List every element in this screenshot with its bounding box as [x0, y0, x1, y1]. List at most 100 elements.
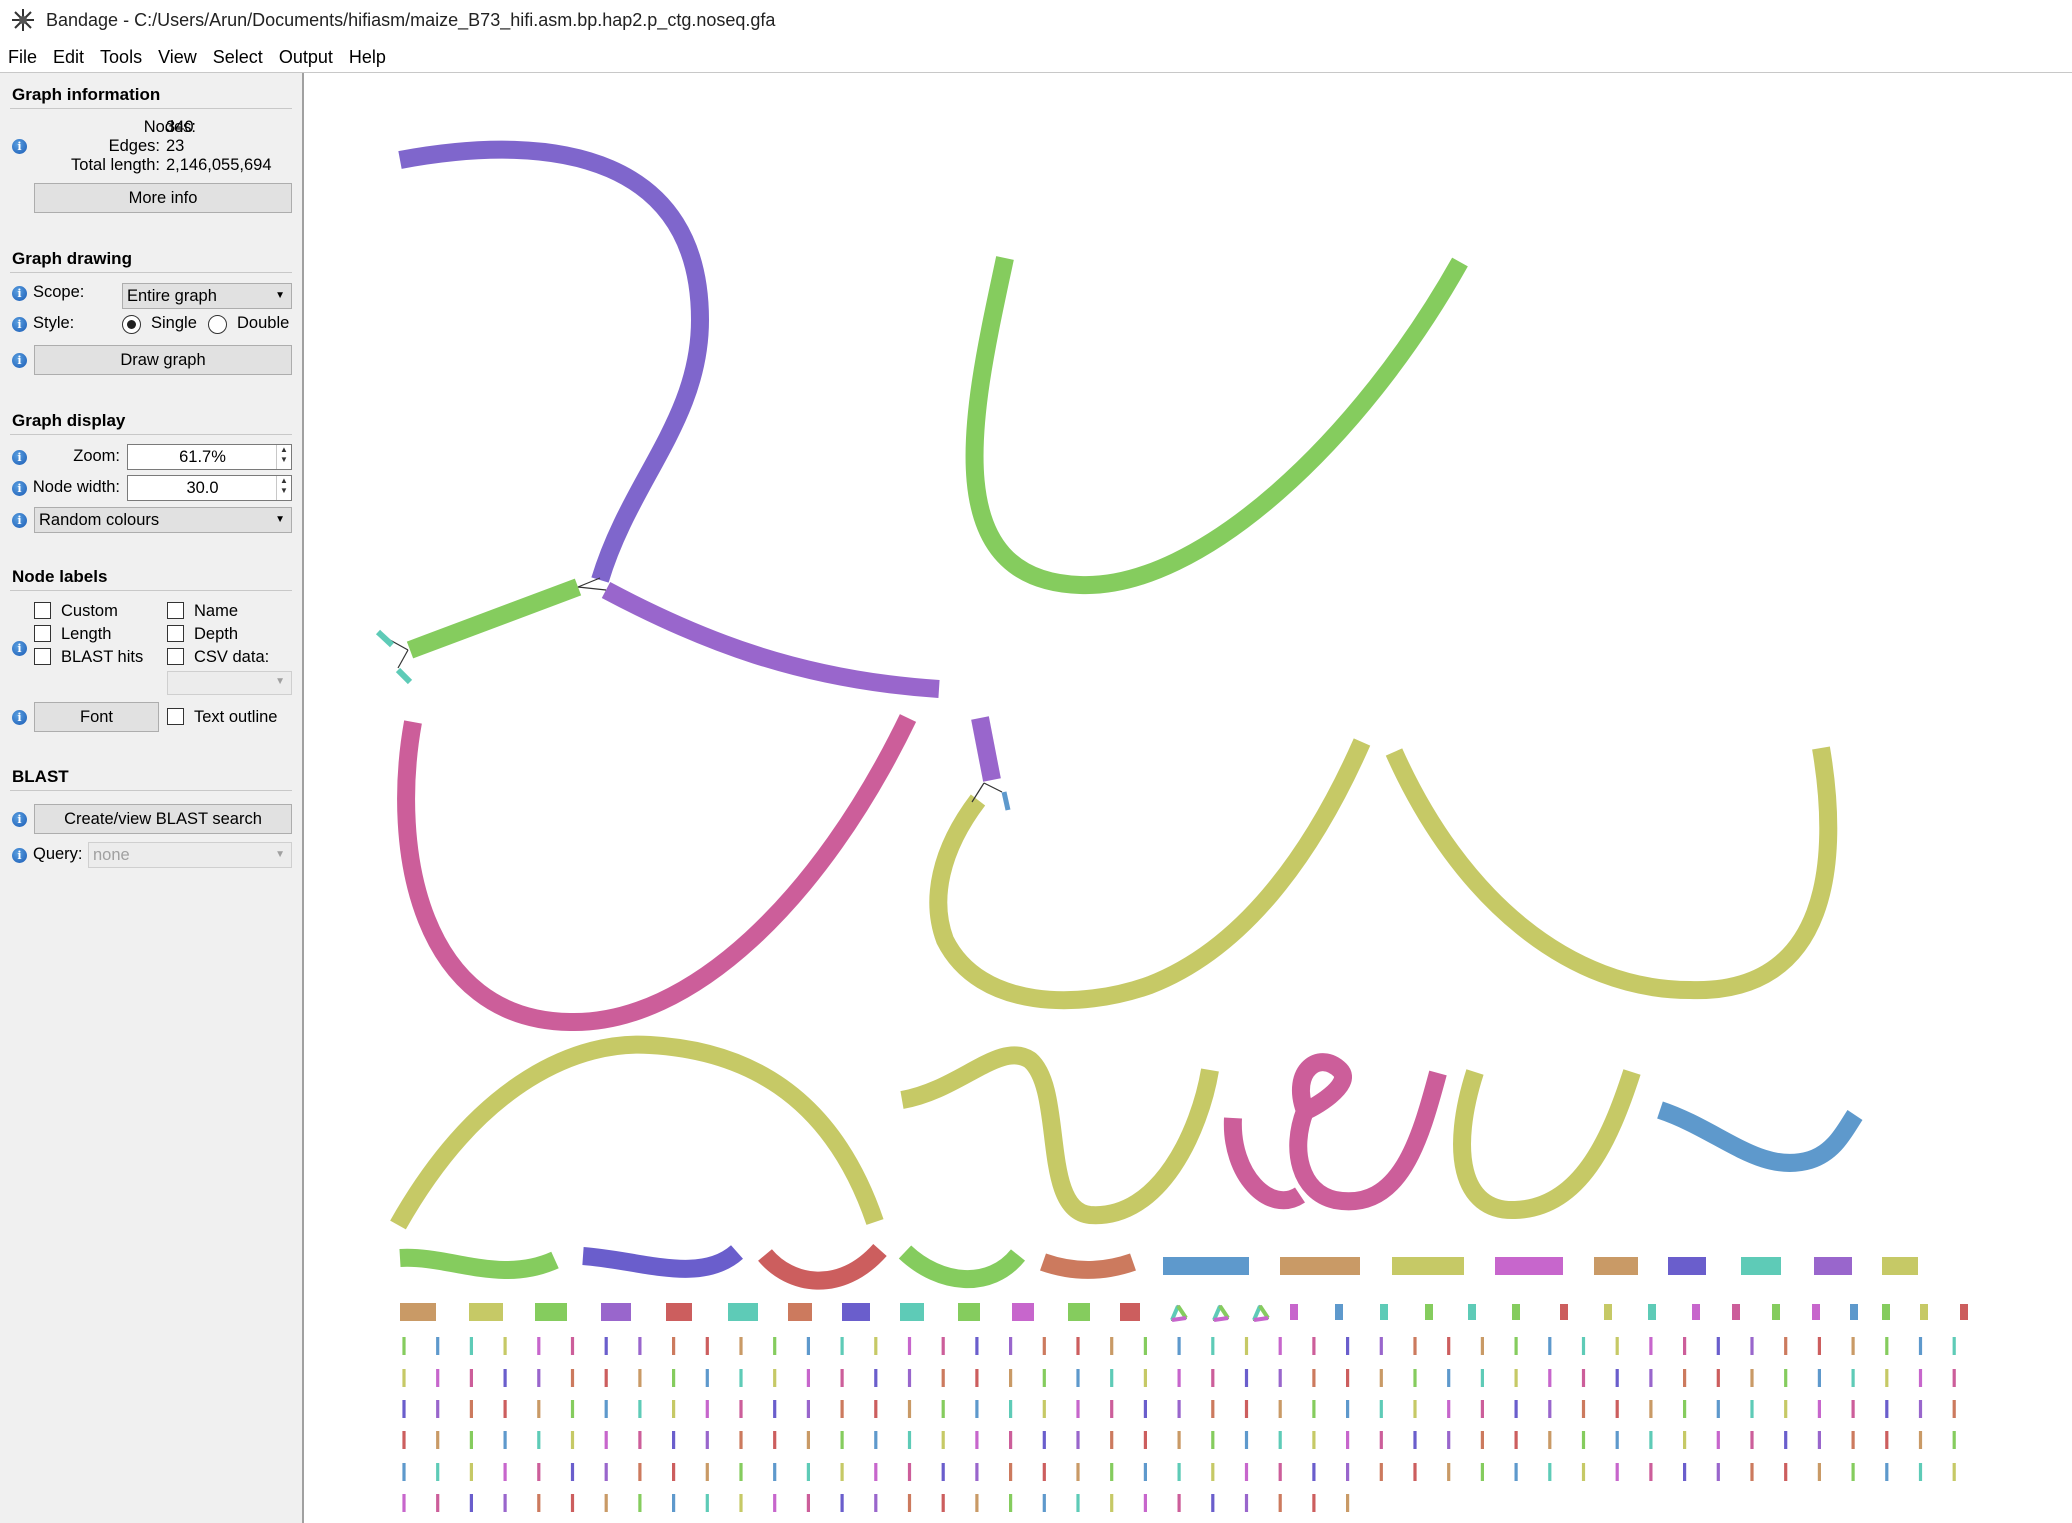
- nodes-value: 340: [166, 118, 194, 136]
- graph-node[interactable]: [1385, 746, 1838, 1000]
- query-value: none: [93, 846, 130, 864]
- style-double-label: Double: [237, 314, 290, 332]
- graph-node[interactable]: [399, 1248, 559, 1280]
- window-title: Bandage - C:/Users/Arun/Documents/hifias…: [46, 9, 776, 30]
- graph-node[interactable]: [375, 629, 395, 648]
- font-button[interactable]: Font: [34, 702, 159, 732]
- node-width-spinbox[interactable]: 30.0 ▲ ▼: [127, 475, 292, 501]
- info-icon[interactable]: i: [12, 848, 27, 863]
- graph-node[interactable]: [1040, 1253, 1136, 1279]
- text-outline-checkbox[interactable]: [167, 708, 184, 725]
- graph-node[interactable]: [1252, 1305, 1262, 1321]
- blast-hits-checkbox[interactable]: [34, 648, 51, 665]
- nodes-label: Nodes:: [143, 118, 196, 136]
- info-icon[interactable]: i: [12, 641, 27, 656]
- depth-checkbox[interactable]: [167, 625, 184, 642]
- csv-data-select[interactable]: ▼: [167, 671, 292, 695]
- graph-edge: [577, 577, 601, 588]
- info-icon[interactable]: i: [12, 812, 27, 827]
- length-label: Length: [61, 625, 112, 643]
- graph-node[interactable]: [1213, 1316, 1229, 1322]
- blast-hits-label: BLAST hits: [61, 648, 144, 666]
- colour-scheme-value: Random colours: [39, 511, 160, 529]
- graph-node[interactable]: [406, 578, 582, 659]
- graph-node[interactable]: [898, 1245, 1026, 1288]
- section-title-node-labels: Node labels: [12, 567, 108, 586]
- spin-arrows-icon[interactable]: ▲ ▼: [276, 476, 291, 500]
- graph-node[interactable]: [971, 716, 1001, 782]
- graph-edge: [983, 782, 1003, 793]
- section-title-graph-information: Graph information: [12, 85, 161, 104]
- more-info-button[interactable]: More info: [34, 183, 292, 213]
- graph-node[interactable]: [965, 256, 1468, 595]
- scope-select[interactable]: Entire graph ▼: [122, 283, 292, 309]
- info-icon[interactable]: i: [12, 450, 27, 465]
- graph-node[interactable]: [1253, 1316, 1269, 1322]
- custom-checkbox[interactable]: [34, 602, 51, 619]
- info-icon[interactable]: i: [12, 710, 27, 725]
- spin-arrows-icon[interactable]: ▲ ▼: [276, 445, 291, 469]
- graph-node[interactable]: [1453, 1069, 1641, 1220]
- total-length-label: Total length:: [71, 156, 160, 174]
- chevron-down-icon: ▼: [275, 514, 285, 525]
- graph-node[interactable]: [1001, 791, 1011, 811]
- menu-edit[interactable]: Edit: [53, 47, 85, 67]
- graph-node[interactable]: [758, 1243, 887, 1290]
- graph-node[interactable]: [1258, 1304, 1270, 1320]
- info-icon[interactable]: i: [12, 286, 27, 301]
- colour-scheme-select[interactable]: Random colours ▼: [34, 507, 292, 533]
- csv-data-checkbox[interactable]: [167, 648, 184, 665]
- graph-node[interactable]: [900, 1046, 1219, 1225]
- depth-label: Depth: [194, 625, 239, 643]
- name-checkbox[interactable]: [167, 602, 184, 619]
- info-icon[interactable]: i: [12, 317, 27, 332]
- menu-tools[interactable]: Tools: [100, 47, 143, 67]
- create-blast-search-button[interactable]: Create/view BLAST search: [34, 804, 292, 834]
- graph-node[interactable]: [929, 738, 1371, 1010]
- menu-help[interactable]: Help: [348, 47, 386, 67]
- section-divider: [10, 434, 292, 435]
- graph-canvas[interactable]: [306, 73, 2072, 1523]
- section-title-graph-display: Graph display: [12, 411, 126, 430]
- graph-node[interactable]: [395, 667, 413, 685]
- text-outline-label: Text outline: [194, 708, 278, 726]
- style-single-radio[interactable]: [122, 315, 141, 334]
- menu-output[interactable]: Output: [278, 47, 333, 67]
- graph-node[interactable]: [1212, 1305, 1222, 1321]
- graph-node[interactable]: [1223, 1117, 1305, 1210]
- section-divider: [10, 108, 292, 109]
- graph-node[interactable]: [397, 714, 917, 1032]
- info-icon[interactable]: i: [12, 353, 27, 368]
- info-icon[interactable]: i: [12, 481, 27, 496]
- graph-node[interactable]: [1218, 1304, 1230, 1320]
- zoom-label: Zoom:: [73, 447, 120, 465]
- graph-drawing[interactable]: [306, 73, 2072, 1523]
- query-select[interactable]: none ▼: [88, 842, 292, 868]
- menu-select[interactable]: Select: [212, 47, 263, 67]
- bandage-app-icon: [12, 9, 34, 31]
- graph-node[interactable]: [1657, 1101, 1863, 1172]
- custom-label: Custom: [61, 602, 118, 620]
- info-icon[interactable]: i: [12, 513, 27, 528]
- node-width-value: 30.0: [186, 479, 219, 497]
- graph-node[interactable]: [390, 1035, 884, 1230]
- chevron-down-icon: ▼: [275, 290, 285, 301]
- name-label: Name: [194, 602, 239, 620]
- graph-node[interactable]: [582, 1244, 743, 1278]
- graph-node[interactable]: [1176, 1304, 1188, 1320]
- info-icon[interactable]: i: [12, 139, 27, 154]
- graph-node[interactable]: [1291, 1053, 1352, 1120]
- zoom-spinbox[interactable]: 61.7% ▲ ▼: [127, 444, 292, 470]
- style-double-radio[interactable]: [208, 315, 227, 334]
- scope-label: Scope:: [33, 283, 85, 301]
- graph-node[interactable]: [601, 582, 940, 698]
- graph-node[interactable]: [1171, 1316, 1187, 1322]
- draw-graph-button[interactable]: Draw graph: [34, 345, 292, 375]
- style-single-label: Single: [151, 314, 197, 332]
- menu-file[interactable]: File: [8, 47, 38, 67]
- graph-node[interactable]: [1289, 1070, 1447, 1211]
- graph-node[interactable]: [1170, 1305, 1180, 1321]
- length-checkbox[interactable]: [34, 625, 51, 642]
- graph-node[interactable]: [398, 140, 710, 583]
- menu-view[interactable]: View: [158, 47, 197, 67]
